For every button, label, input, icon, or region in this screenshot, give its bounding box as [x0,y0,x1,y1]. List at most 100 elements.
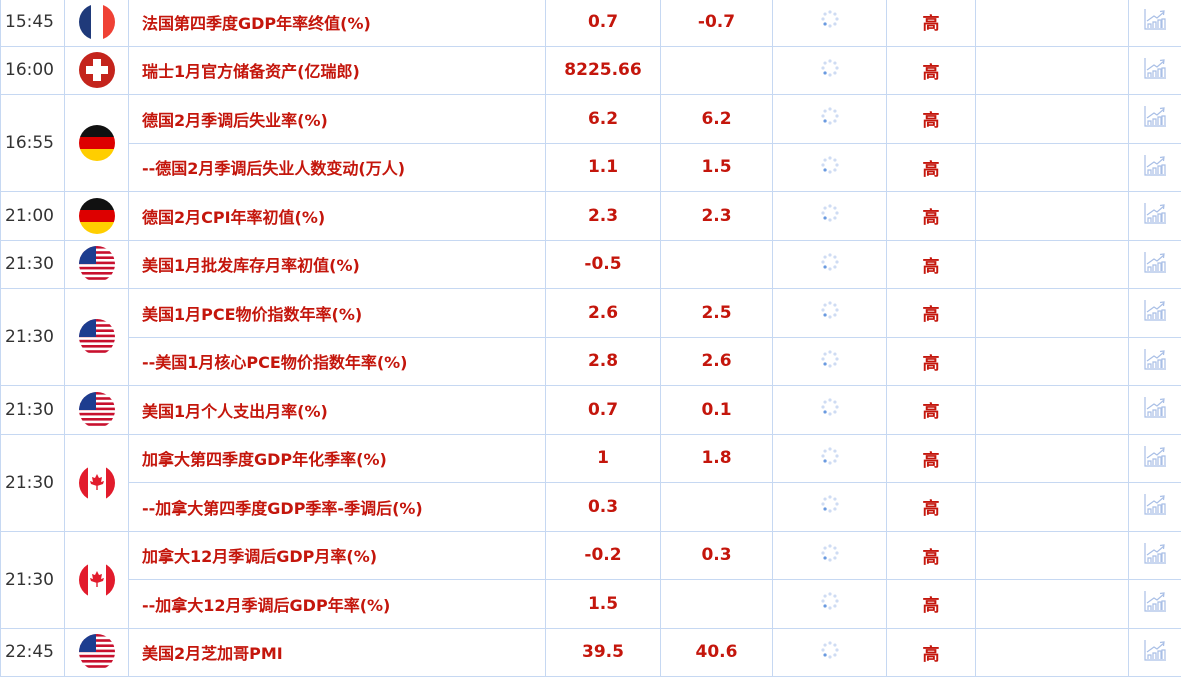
indicator-name[interactable]: --美国1月核心PCE物价指数年率(%) [129,337,546,386]
chart-icon[interactable] [1129,580,1181,629]
loading-spinner-icon [773,240,887,289]
blank-cell [976,240,1129,289]
actual-value: 2.6 [546,289,661,338]
indicator-name[interactable]: 德国2月季调后失业率(%) [129,95,546,144]
chart-icon[interactable] [1129,192,1181,241]
event-time: 21:30 [1,434,65,531]
previous-value [661,580,773,629]
importance-label: 高 [887,483,976,532]
importance-label: 高 [887,337,976,386]
loading-spinner-icon [773,580,887,629]
flag-switzerland-icon [65,46,129,95]
previous-value: 2.5 [661,289,773,338]
table-row[interactable]: --加拿大第四季度GDP季率-季调后(%)0.3 高 [1,483,1181,532]
blank-cell [976,628,1129,677]
previous-value [661,46,773,95]
indicator-name[interactable]: --加拿大12月季调后GDP年率(%) [129,580,546,629]
importance-label: 高 [887,0,976,46]
indicator-name[interactable]: 美国1月PCE物价指数年率(%) [129,289,546,338]
actual-value: 0.7 [546,386,661,435]
actual-value: 0.3 [546,483,661,532]
previous-value: 1.8 [661,434,773,483]
chart-icon[interactable] [1129,386,1181,435]
chart-icon[interactable] [1129,46,1181,95]
chart-icon[interactable] [1129,0,1181,46]
chart-icon[interactable] [1129,434,1181,483]
indicator-name[interactable]: 加拿大第四季度GDP年化季率(%) [129,434,546,483]
chart-icon[interactable] [1129,337,1181,386]
chart-icon[interactable] [1129,95,1181,144]
previous-value: 6.2 [661,95,773,144]
loading-spinner-icon [773,628,887,677]
loading-spinner-icon [773,289,887,338]
chart-icon[interactable] [1129,289,1181,338]
loading-spinner-icon [773,483,887,532]
blank-cell [976,192,1129,241]
actual-value: 6.2 [546,95,661,144]
previous-value [661,483,773,532]
importance-label: 高 [887,580,976,629]
event-time: 16:55 [1,95,65,192]
indicator-name[interactable]: --德国2月季调后失业人数变动(万人) [129,143,546,192]
importance-label: 高 [887,192,976,241]
flag-usa-icon [65,386,129,435]
table-row[interactable]: --加拿大12月季调后GDP年率(%)1.5 高 [1,580,1181,629]
importance-label: 高 [887,628,976,677]
indicator-name[interactable]: --加拿大第四季度GDP季率-季调后(%) [129,483,546,532]
importance-label: 高 [887,95,976,144]
indicator-name[interactable]: 美国2月芝加哥PMI [129,628,546,677]
loading-spinner-icon [773,95,887,144]
importance-label: 高 [887,434,976,483]
event-time: 21:30 [1,386,65,435]
flag-germany-icon [65,192,129,241]
previous-value: 2.6 [661,337,773,386]
chart-icon[interactable] [1129,143,1181,192]
actual-value: -0.5 [546,240,661,289]
actual-value: 2.8 [546,337,661,386]
actual-value: 8225.66 [546,46,661,95]
indicator-name[interactable]: 加拿大12月季调后GDP月率(%) [129,531,546,580]
indicator-name[interactable]: 美国1月个人支出月率(%) [129,386,546,435]
indicator-name[interactable]: 瑞士1月官方储备资产(亿瑞郎) [129,46,546,95]
blank-cell [976,46,1129,95]
indicator-name[interactable]: 法国第四季度GDP年率终值(%) [129,0,546,46]
loading-spinner-icon [773,192,887,241]
chart-icon[interactable] [1129,240,1181,289]
previous-value: 2.3 [661,192,773,241]
actual-value: 0.7 [546,0,661,46]
actual-value: 1.1 [546,143,661,192]
chart-icon[interactable] [1129,531,1181,580]
blank-cell [976,531,1129,580]
event-time: 21:30 [1,240,65,289]
blank-cell [976,289,1129,338]
loading-spinner-icon [773,46,887,95]
indicator-name[interactable]: 美国1月批发库存月率初值(%) [129,240,546,289]
flag-france-icon [65,0,129,46]
flag-germany-icon [65,95,129,192]
actual-value: 1.5 [546,580,661,629]
event-time: 22:45 [1,628,65,677]
event-time: 15:45 [1,0,65,46]
importance-label: 高 [887,143,976,192]
blank-cell [976,434,1129,483]
event-time: 21:30 [1,289,65,386]
blank-cell [976,143,1129,192]
loading-spinner-icon [773,386,887,435]
previous-value: 0.3 [661,531,773,580]
chart-icon[interactable] [1129,483,1181,532]
indicator-name[interactable]: 德国2月CPI年率初值(%) [129,192,546,241]
chart-icon[interactable] [1129,628,1181,677]
previous-value: 40.6 [661,628,773,677]
